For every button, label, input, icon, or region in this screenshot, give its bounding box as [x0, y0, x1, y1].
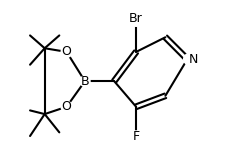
Circle shape	[61, 101, 72, 112]
Circle shape	[61, 46, 72, 57]
Text: N: N	[188, 53, 198, 66]
Circle shape	[183, 54, 194, 65]
Circle shape	[131, 131, 141, 141]
Text: O: O	[61, 45, 71, 58]
Text: O: O	[61, 100, 71, 113]
Text: B: B	[80, 75, 89, 88]
Text: F: F	[132, 130, 139, 142]
Circle shape	[79, 76, 90, 86]
Circle shape	[128, 12, 143, 26]
Text: Br: Br	[129, 13, 142, 25]
